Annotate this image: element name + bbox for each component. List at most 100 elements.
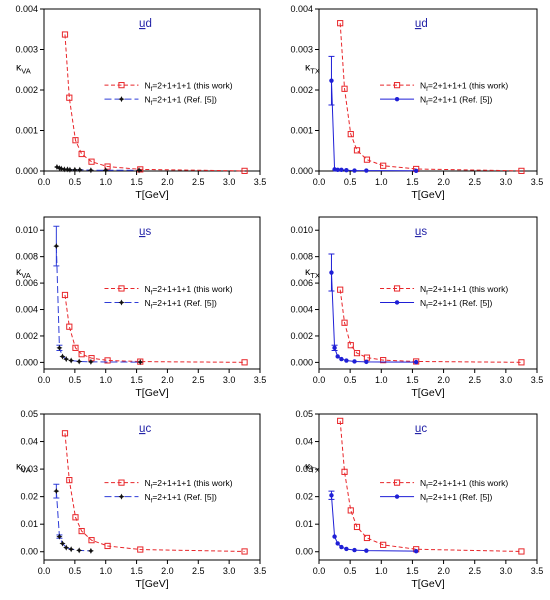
y-tick-label: 0.010 [290,225,313,235]
data-point [102,167,109,174]
data-point [59,353,66,360]
series-line [339,23,522,172]
y-tick-label: 0.03 [295,464,313,474]
data-point [53,163,60,170]
legend-entry: Nf=2+1+1 (Ref. [5]) [380,492,493,505]
data-point [88,537,95,544]
y-tick-label: 0.02 [295,492,313,502]
data-point [118,82,125,89]
x-tick-label: 0.0 [313,566,326,576]
y-axis-label: κVA [16,460,32,474]
data-point [339,356,344,362]
x-tick-label: 1.5 [406,177,419,187]
series-line [330,495,417,552]
x-tick-label: 2.5 [468,375,481,385]
data-point [66,477,73,484]
y-tick-label: 0.02 [20,492,38,502]
y-axis-label: κVA [16,266,32,280]
x-tick-label: 0.5 [344,566,357,576]
data-point [363,534,371,542]
data-point [66,94,73,101]
data-point [71,166,78,173]
x-tick-label: 0.5 [69,375,82,385]
data-point [53,243,60,250]
legend-entry: Nf=2+1+1 (Ref. [5]) [380,298,493,311]
y-tick-label: 0.003 [290,45,313,55]
x-tick-label: 3.5 [531,375,544,385]
plot-frame [43,413,261,561]
data-point [87,547,94,554]
data-point [87,167,94,174]
x-axis-label: T[GeV] [411,387,444,399]
y-tick-label: 0.03 [20,464,38,474]
series-line [55,491,91,552]
data-point [335,167,340,172]
panel-title: uc [415,423,427,435]
y-tick-label: 0.003 [15,45,38,55]
data-point [66,323,73,330]
x-axis-label: T[GeV] [411,578,444,590]
chart-panel-4: 0.0 0.5 1.0 1.5 2.0 2.5 3.0 3.5 0.000 0.002 0.004 0… [290,216,544,399]
data-point [337,20,344,27]
x-tick-label: 1.0 [375,566,388,576]
data-point [337,286,344,293]
legend-label: Nf=2+1+1+1 (this work) [144,81,232,94]
legend-label: Nf=2+1+1 (Ref. [5]) [420,298,493,311]
x-tick-label: 3.0 [500,177,513,187]
y-tick-label: 0.002 [15,85,38,95]
data-point [118,299,125,306]
y-tick-label: 0.004 [290,305,313,315]
data-point [352,168,357,173]
data-point [72,514,79,521]
x-tick-label: 2.0 [161,566,174,576]
x-axis-label: T[GeV] [135,189,168,201]
legend-entry: Nf=2+1+1 (Ref. [5]) [104,95,217,108]
data-point [337,417,344,424]
legend-entry: Nf=2+1+1+1 (this work) [104,81,233,94]
legend-label: Nf=2+1+1 (Ref. [5]) [144,95,217,108]
panel-title: us [415,226,427,238]
data-point [344,546,349,552]
data-point [413,168,419,173]
data-point [341,468,348,475]
data-point [339,167,344,172]
legend-label: Nf=2+1+1+1 (this work) [420,284,508,297]
y-tick-label: 0.004 [290,4,313,14]
x-axis-label: T[GeV] [135,578,168,590]
data-point [56,344,63,351]
data-point [61,430,69,437]
legend-label: Nf=2+1+1+1 (this work) [144,478,232,491]
series-line [339,289,522,363]
x-tick-label: 3.5 [254,566,267,576]
y-tick-label: 0.00 [20,547,38,557]
y-tick-label: 0.04 [20,437,38,447]
data-point [118,96,125,103]
x-tick-label: 1.0 [375,177,388,187]
data-point [68,357,75,364]
x-tick-label: 0.5 [69,177,82,187]
x-tick-label: 3.5 [254,375,267,385]
y-tick-label: 0.002 [290,331,313,341]
x-tick-label: 0.0 [38,566,51,576]
x-tick-label: 1.0 [99,375,112,385]
x-tick-label: 2.5 [192,566,205,576]
x-tick-label: 3.0 [500,566,513,576]
data-point [72,344,79,351]
y-tick-label: 0.004 [15,305,38,315]
data-point [76,166,83,173]
x-tick-label: 2.5 [468,177,481,187]
x-tick-label: 1.5 [130,566,143,576]
data-point [88,158,95,165]
data-point [341,85,348,92]
data-point [380,541,387,548]
data-point [137,546,144,553]
y-tick-label: 0.01 [20,519,38,529]
data-point [353,523,361,531]
legend-label: Nf=2+1+1+1 (this work) [420,81,508,94]
legend-entry: Nf=2+1+1+1 (this work) [380,478,508,491]
data-point [394,494,400,499]
data-point [329,493,334,498]
data-point [137,359,144,366]
x-tick-label: 2.0 [437,375,450,385]
x-tick-label: 3.0 [223,375,236,385]
